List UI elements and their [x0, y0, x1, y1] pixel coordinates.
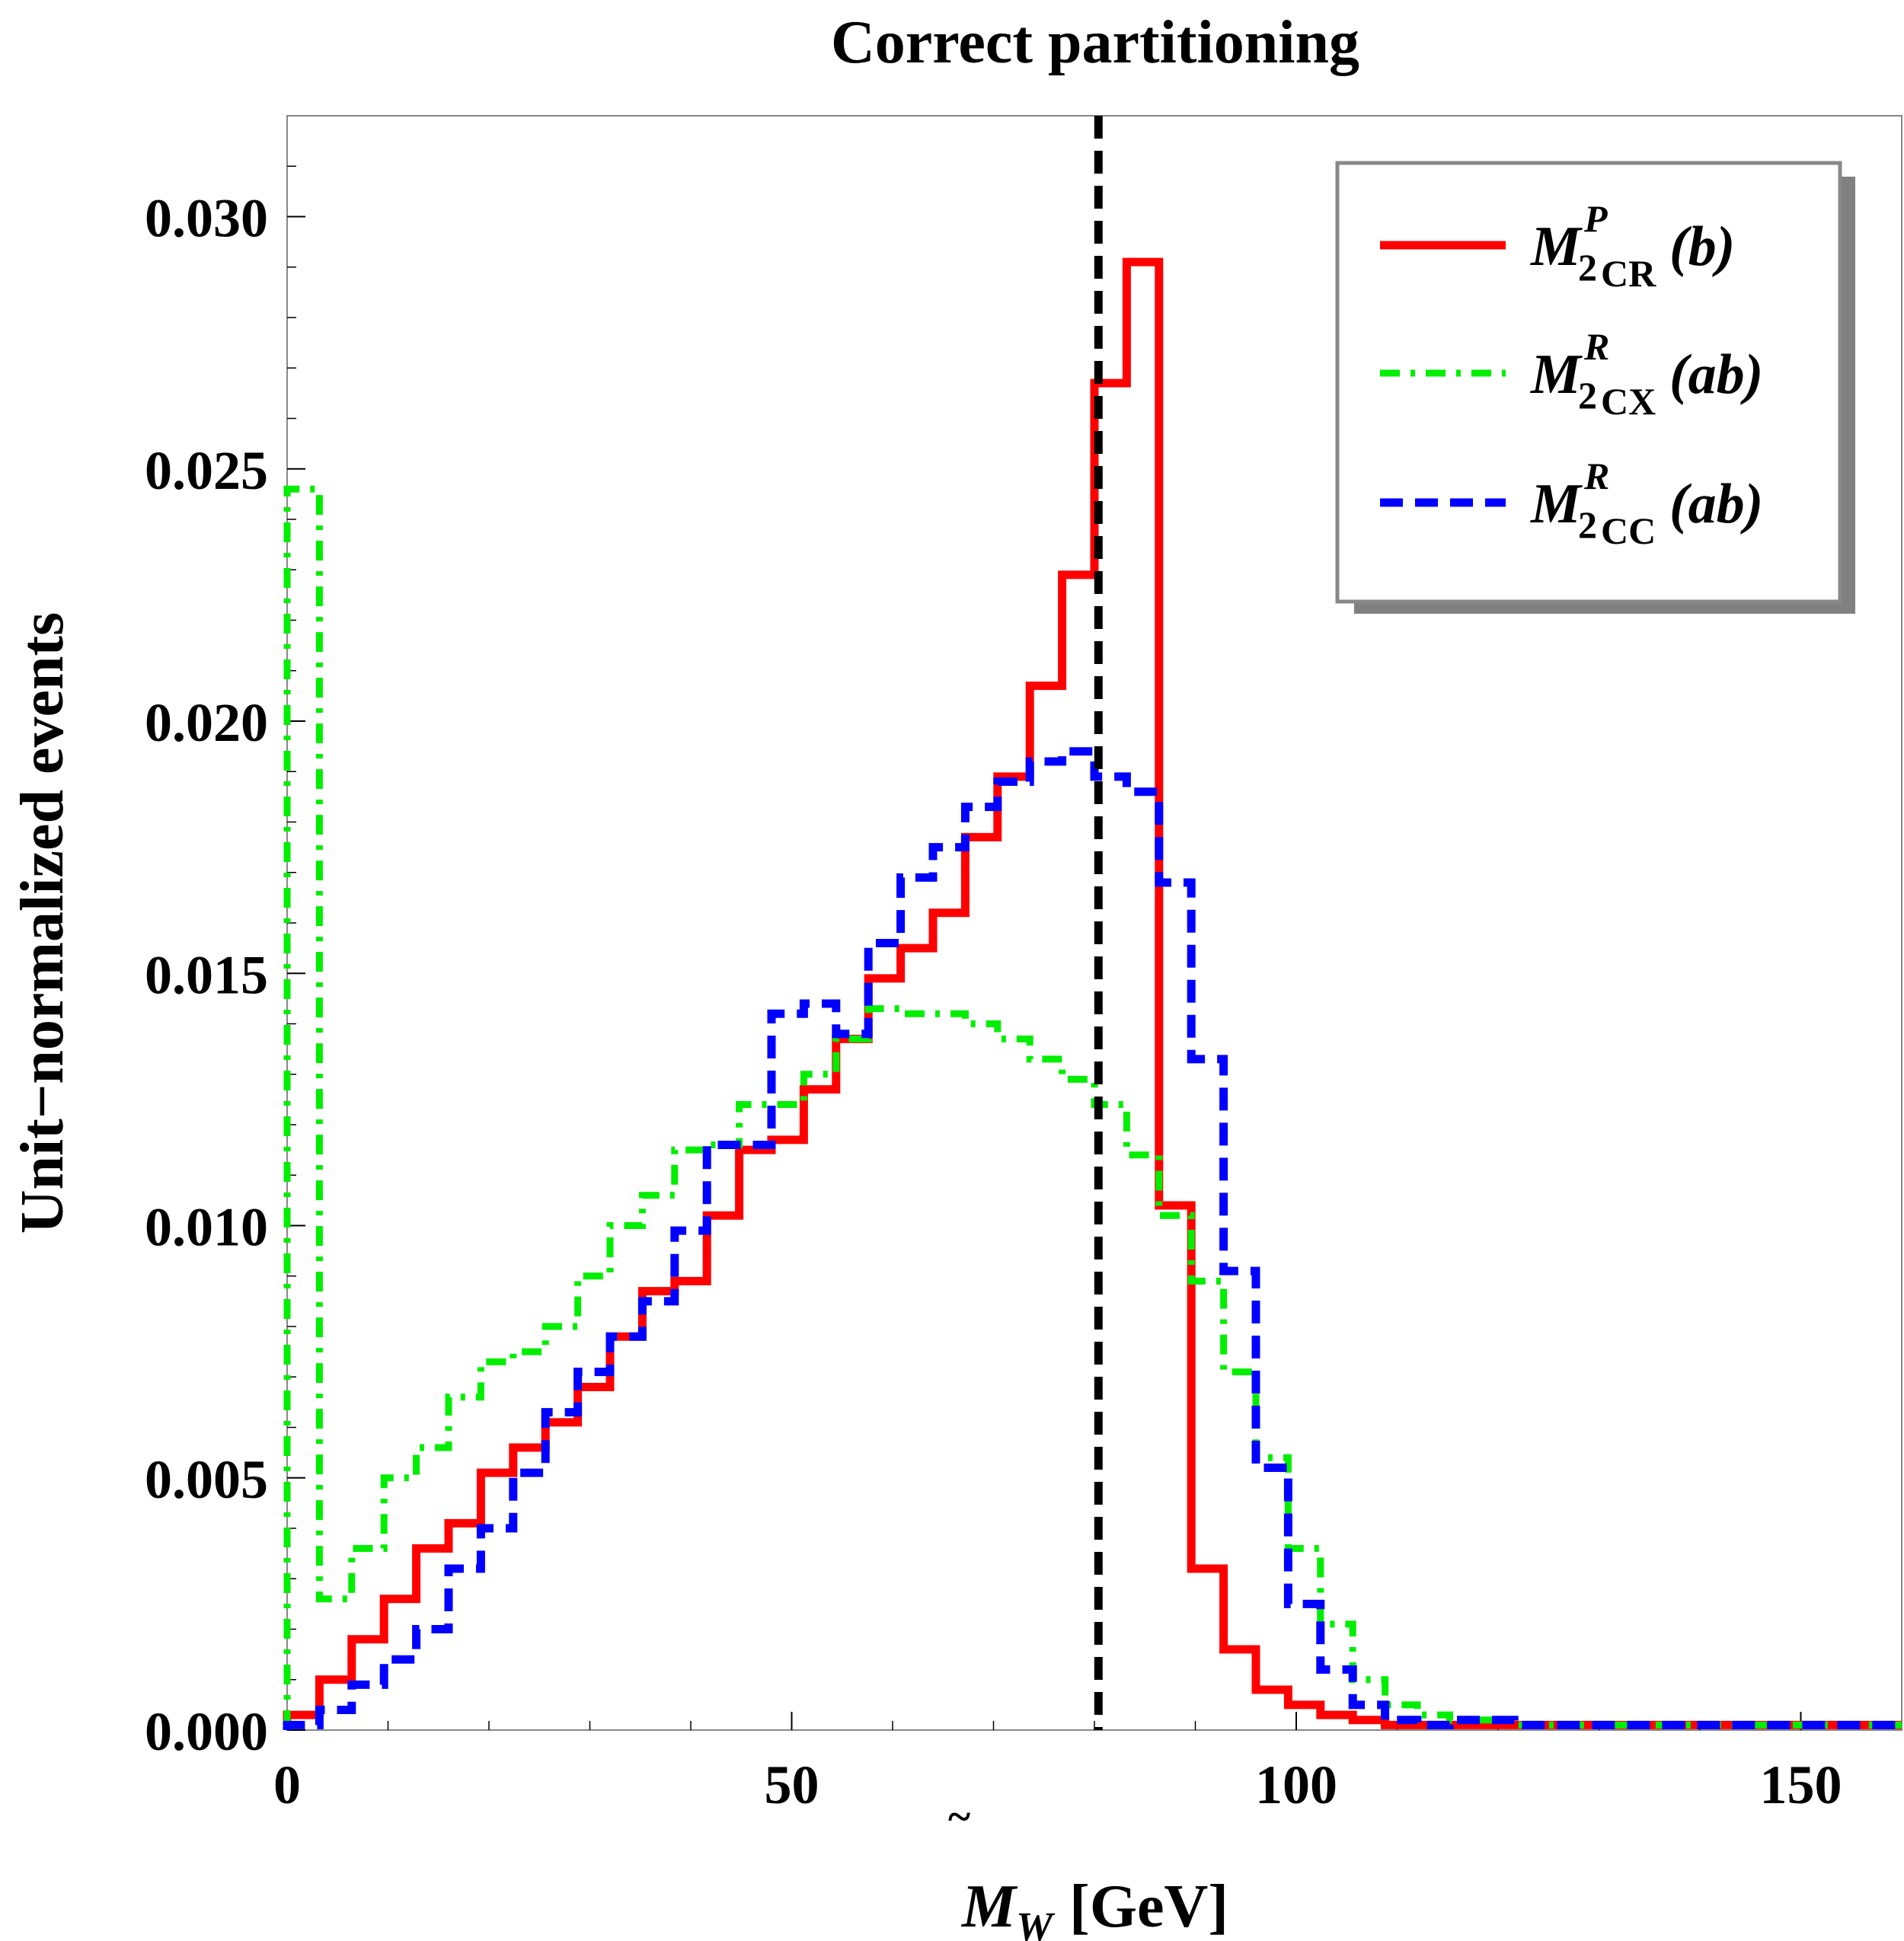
- y-axis-label: Unit−normalized events: [9, 612, 76, 1234]
- x-tick-label: 150: [1760, 1754, 1842, 1815]
- legend-sub-2: 2: [1578, 503, 1597, 546]
- legend-arg-0: (b): [1669, 215, 1735, 278]
- y-tick-label: 0.010: [145, 1197, 268, 1258]
- x-axis-label-tilde: ~: [948, 1793, 970, 1840]
- legend-sub-0: 2: [1578, 246, 1597, 289]
- legend-label-1: M: [1530, 343, 1583, 406]
- legend-subsub-0: CR: [1601, 252, 1656, 295]
- y-tick-label: 0.025: [145, 440, 268, 501]
- x-axis: 0 50 100 150: [273, 1712, 1842, 1815]
- legend-subsub-2: CC: [1601, 509, 1656, 552]
- series-layer: [283, 116, 1902, 1730]
- legend: M P2 CR (b)M R2 CX (ab)M R2 CC (ab): [1335, 161, 1855, 614]
- x-tick-label: 100: [1255, 1754, 1337, 1815]
- legend-sup-0: P: [1583, 197, 1608, 240]
- x-axis-label-subscript: W: [1016, 1904, 1056, 1941]
- y-tick-label: 0.015: [145, 944, 268, 1005]
- legend-label-2: M: [1530, 473, 1583, 535]
- x-axis-label-unit: [GeV]: [1069, 1873, 1228, 1940]
- y-axis: 0.000 0.005 0.010 0.015 0.020 0.025 0.030: [145, 165, 305, 1762]
- x-axis-label-symbol: M: [960, 1873, 1018, 1940]
- legend-label-0: M: [1530, 215, 1583, 278]
- series-line-2: [283, 747, 1902, 1730]
- y-tick-label: 0.005: [145, 1449, 268, 1510]
- y-tick-label: 0.030: [145, 188, 268, 249]
- y-tick-label: 0.020: [145, 692, 268, 753]
- legend-arg-1: (ab): [1669, 343, 1763, 406]
- legend-sup-2: R: [1583, 455, 1609, 497]
- legend-arg-2: (ab): [1669, 473, 1763, 535]
- legend-subsub-1: CX: [1601, 380, 1656, 423]
- x-tick-label: 50: [765, 1754, 819, 1815]
- legend-sub-1: 2: [1578, 374, 1597, 417]
- chart-title: Correct partitioning: [831, 9, 1359, 76]
- legend-sup-1: R: [1583, 325, 1609, 368]
- y-tick-label: 0.000: [145, 1701, 268, 1762]
- legend-box: [1335, 161, 1842, 604]
- x-axis-label: MW [GeV]: [960, 1873, 1228, 1941]
- x-tick-label: 0: [273, 1754, 301, 1815]
